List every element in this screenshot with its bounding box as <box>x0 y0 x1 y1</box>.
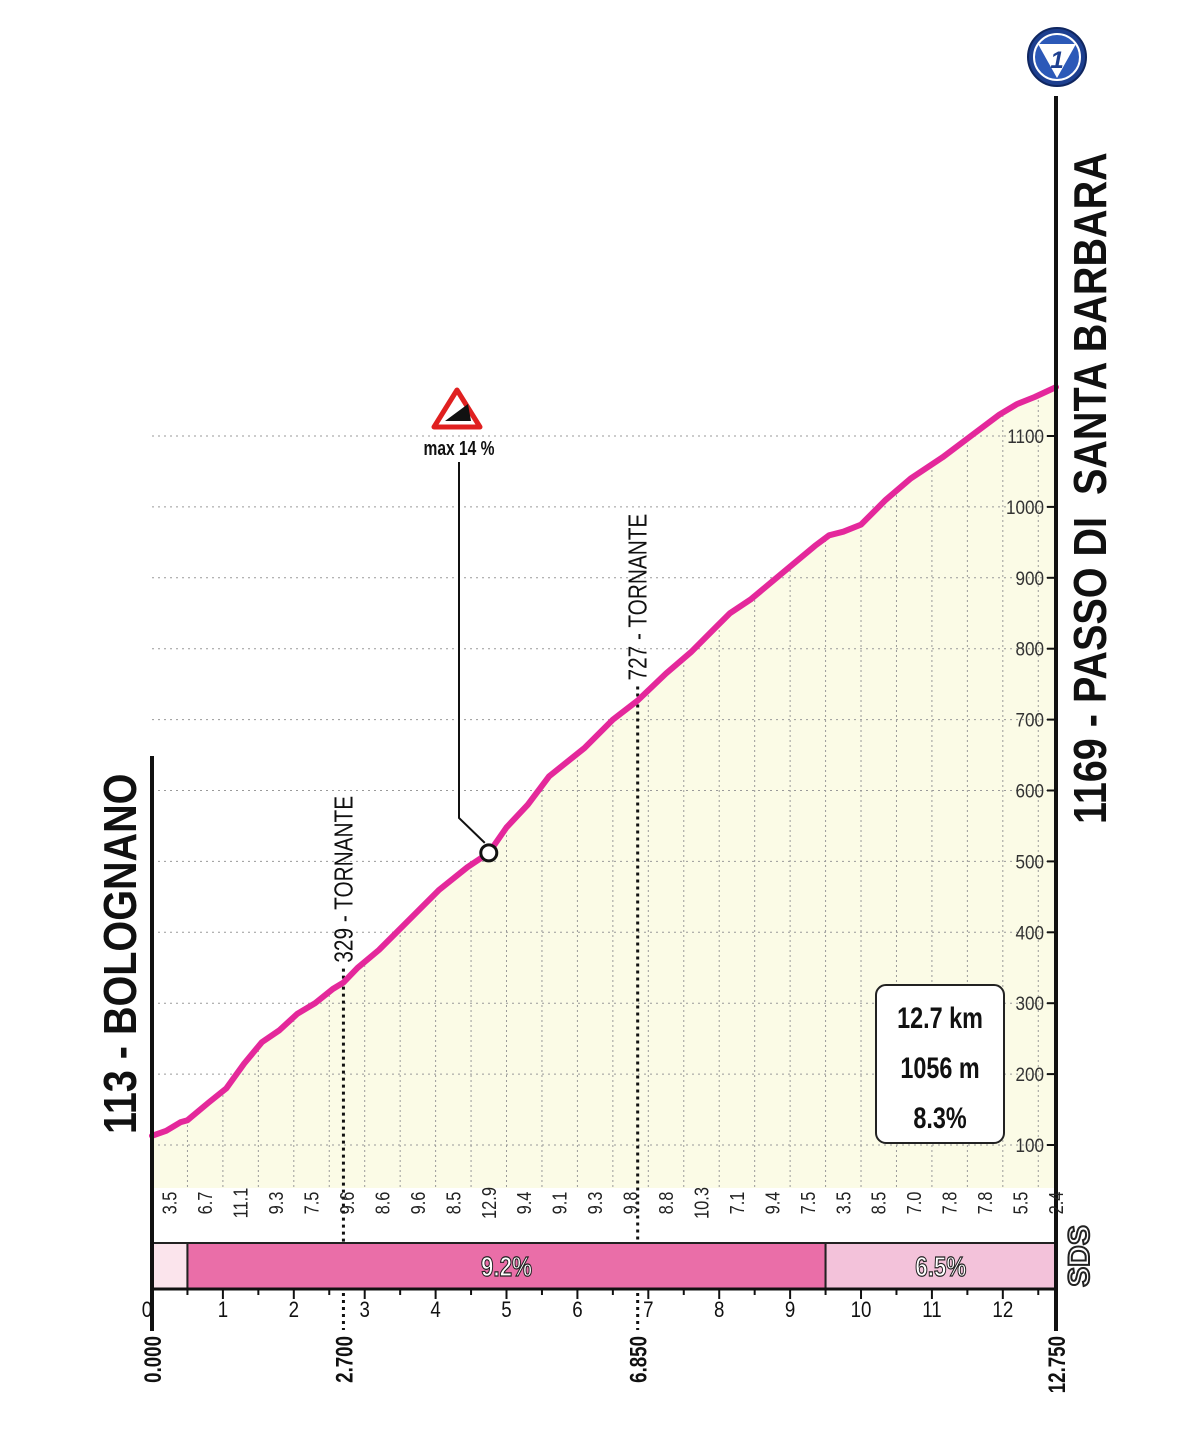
km-gradient-label: 9.3 <box>264 1192 287 1215</box>
km-gradient-label: 8.5 <box>867 1192 890 1215</box>
summary-average-gradient: 8.3% <box>913 1101 966 1134</box>
max-gradient-leader-line <box>458 462 486 844</box>
profile-fill <box>152 387 1056 1189</box>
altitude-tick-label: 600 <box>1015 781 1044 802</box>
km-gradient-label: 9.4 <box>761 1192 784 1215</box>
altitude-tick-label: 400 <box>1015 922 1044 943</box>
km-gradient-label: 3.5 <box>832 1192 855 1215</box>
km-gradient-label: 10.3 <box>690 1187 713 1219</box>
distance-tick-label: 7 <box>643 1299 653 1323</box>
distance-tick-label: 5 <box>501 1299 511 1323</box>
km-position-label: 12.750 <box>1044 1336 1071 1393</box>
altitude-tick-label: 100 <box>1015 1135 1044 1156</box>
km-position-label: 2.700 <box>331 1336 358 1383</box>
distance-tick-label: 12 <box>992 1299 1013 1323</box>
distance-tick-label: 8 <box>714 1299 724 1323</box>
km-gradient-label: 7.5 <box>300 1192 323 1215</box>
km-gradient-label: 2.4 <box>1044 1192 1067 1215</box>
km-gradient-label: 9.6 <box>335 1192 358 1215</box>
finish-badge-triangle-icon <box>1038 44 1076 78</box>
km-position-label: 6.850 <box>625 1336 652 1383</box>
altitude-tick-label: 900 <box>1015 568 1044 589</box>
distance-tick-label: 1 <box>218 1299 228 1323</box>
max-gradient-marker: max 14 % <box>423 387 495 459</box>
max-gradient-point <box>479 843 499 863</box>
altitude-tick-label: 500 <box>1015 852 1044 873</box>
altitude-tick-label: 1000 <box>1006 497 1044 518</box>
gradient-segment-bar <box>151 1242 189 1290</box>
distance-tick-label: 3 <box>360 1299 370 1323</box>
km-gradient-label: 9.1 <box>548 1192 571 1215</box>
altitude-tick-label: 200 <box>1015 1064 1044 1085</box>
km-gradient-label: 7.0 <box>903 1192 926 1215</box>
distance-tick-label: 0 <box>142 1299 152 1323</box>
profile-line-layer <box>149 384 1059 1139</box>
summary-distance: 12.7 km <box>897 1001 983 1034</box>
profile-line <box>149 384 1059 1139</box>
start-location-label: 113 - BOLOGNANO <box>95 774 146 1134</box>
km-gradient-label: 8.8 <box>654 1192 677 1215</box>
summary-box: 12.7 km 1056 m 8.3% <box>875 984 1005 1144</box>
altitude-tick-label: 300 <box>1015 993 1044 1014</box>
finish-badge: 1 <box>1027 27 1087 87</box>
gradient-segment-label: 6.5% <box>915 1252 966 1283</box>
distance-tick-label: 6 <box>572 1299 582 1323</box>
profile-area <box>152 387 1056 1189</box>
distance-tick-label: 10 <box>851 1299 872 1323</box>
steep-gradient-warning-icon <box>431 387 483 430</box>
summary-gain: 1056 m <box>900 1051 979 1084</box>
km-position-label: 0.000 <box>140 1336 167 1383</box>
km-gradient-label: 7.5 <box>796 1192 819 1215</box>
km-gradient-label: 6.7 <box>194 1192 217 1215</box>
grid <box>152 387 1056 1188</box>
max-gradient-label: max 14 % <box>423 437 494 459</box>
tornante-label: 329 - TORNANTE <box>329 796 358 963</box>
steep-gradient-slope-icon <box>445 404 471 421</box>
km-gradient-label: 8.6 <box>371 1192 394 1215</box>
distance-tick-label: 4 <box>430 1299 440 1323</box>
km-gradient-label: 7.1 <box>725 1192 748 1215</box>
altitude-tick-label: 800 <box>1015 639 1044 660</box>
altitude-tick-label: 700 <box>1015 710 1044 731</box>
tornante-label: 727 - TORNANTE <box>623 514 652 681</box>
gradient-segment-label: 9.2% <box>481 1252 532 1283</box>
km-gradient-label: 9.8 <box>619 1192 642 1215</box>
km-gradient-label: 12.9 <box>477 1187 500 1219</box>
km-gradient-label: 9.4 <box>513 1192 536 1215</box>
axes <box>150 96 1058 1331</box>
km-gradient-label: 9.3 <box>584 1192 607 1215</box>
km-gradient-label: 7.8 <box>938 1192 961 1215</box>
km-gradient-label: 5.5 <box>1009 1192 1032 1215</box>
distance-tick-label: 11 <box>922 1299 941 1323</box>
km-gradient-label: 11.1 <box>229 1188 252 1219</box>
finish-badge-number: 1 <box>1050 47 1063 74</box>
labels: 329 - TORNANTE 727 - TORNANTE 3.5 6.7 11.1 9.… <box>95 152 1116 1393</box>
finish-location-label: 1169 - PASSO DI SANTA BARBARA <box>1065 152 1116 824</box>
distance-tick-label: 9 <box>785 1299 795 1323</box>
km-gradient-label: 3.5 <box>158 1192 181 1215</box>
sponsor-logo: SDS <box>1063 1225 1096 1287</box>
km-gradient-label: 9.6 <box>406 1192 429 1215</box>
km-gradient-label: 8.5 <box>442 1192 465 1215</box>
altitude-tick-label: 1100 <box>1007 426 1044 447</box>
km-gradient-label: 7.8 <box>974 1192 997 1215</box>
distance-tick-label: 2 <box>289 1299 299 1323</box>
